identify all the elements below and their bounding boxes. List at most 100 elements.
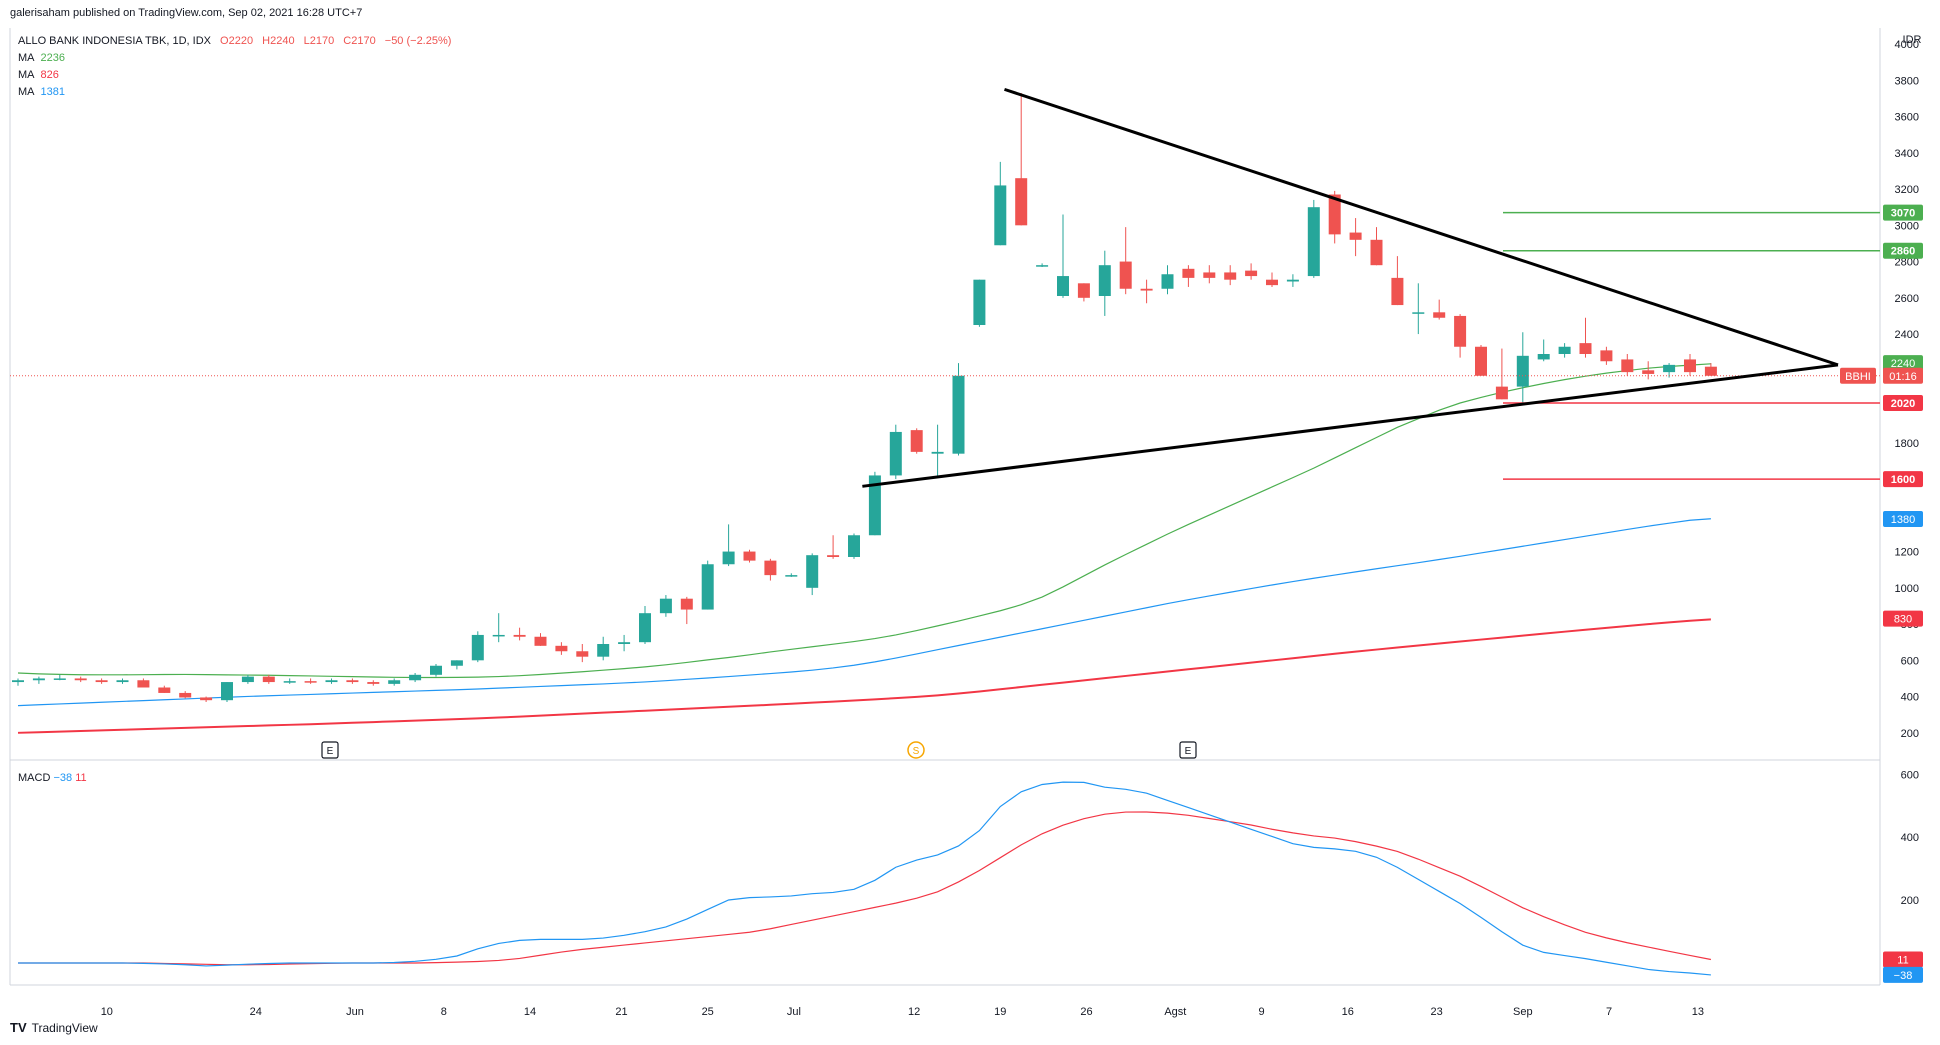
time-tick-label: 24	[250, 1006, 262, 1018]
candle-body	[1621, 359, 1634, 373]
level-badge-label: 3070	[1891, 208, 1915, 220]
candle-body	[576, 651, 589, 657]
price-tick-label: 3800	[1895, 75, 1919, 87]
tradingview-footer[interactable]: TV TradingView	[10, 1020, 98, 1035]
countdown-label: 01:16	[1889, 371, 1917, 383]
macd-tick-label: 600	[1901, 769, 1919, 781]
split-event-icon	[907, 741, 925, 759]
candle-body	[952, 375, 965, 454]
time-tick-label: 8	[441, 1006, 447, 1018]
candle-body	[388, 680, 401, 684]
candle-body	[848, 535, 860, 557]
price-tick-label: 1800	[1895, 438, 1919, 450]
candle-body	[409, 674, 422, 681]
candle-body	[262, 676, 275, 683]
time-tick-label: 13	[1692, 1006, 1704, 1018]
level-badge-label: 2860	[1891, 246, 1915, 258]
candle-body	[1391, 277, 1404, 306]
time-tick-label: 10	[101, 1006, 113, 1018]
ohlc-open: O2220	[220, 35, 254, 47]
chart-legend: ALLO BANK INDONESIA TBK, 1D, IDX O2220 H…	[18, 33, 457, 101]
time-tick-label: 25	[702, 1006, 714, 1018]
ma-row-2: MA 826	[18, 69, 59, 81]
candle-body	[1642, 370, 1655, 374]
ohlc-change: −50 (−2.25%)	[384, 35, 452, 47]
ohlc-close: C2170	[343, 35, 376, 47]
candle-body	[659, 598, 672, 614]
macd-signal-line	[18, 811, 1712, 966]
candle-body	[179, 692, 192, 698]
candle-body	[722, 551, 735, 565]
price-tick-label: 200	[1901, 728, 1919, 740]
candle-body	[74, 678, 87, 681]
candle-body	[1600, 350, 1613, 362]
price-tick-label: 2400	[1895, 329, 1919, 341]
candle-body	[450, 660, 463, 666]
time-tick-label: 19	[994, 1006, 1006, 1018]
macd-tick-label: 400	[1901, 832, 1919, 844]
candle-body	[1286, 279, 1299, 282]
candle-body	[1349, 232, 1362, 240]
candle-body	[1412, 312, 1425, 314]
candle-body	[785, 575, 798, 577]
candle-body	[931, 451, 944, 454]
candle-body	[1015, 178, 1028, 226]
price-badge-label: BBHI	[1845, 371, 1871, 383]
price-badge-label: 1380	[1891, 514, 1915, 526]
macd-badge-label: −38	[1894, 970, 1913, 982]
candle-body	[1245, 270, 1258, 277]
lower-trendline	[862, 363, 1839, 488]
candle-body	[1203, 272, 1216, 278]
time-tick-label: 12	[908, 1006, 920, 1018]
candle-body	[1098, 265, 1111, 296]
macd-label: MACD	[18, 772, 51, 784]
ma-1381-line	[17, 518, 1711, 707]
candle-body	[597, 644, 610, 657]
candle-body	[158, 687, 171, 693]
candle-body	[994, 185, 1007, 246]
candle-body	[513, 634, 526, 637]
candle-body	[764, 560, 777, 576]
candle-body	[1140, 288, 1153, 291]
time-tick-label: Jun	[346, 1006, 364, 1018]
ma-826-line	[17, 618, 1711, 734]
candle-body	[555, 645, 568, 652]
time-tick-label: Sep	[1513, 1006, 1533, 1018]
countdown-badge	[1883, 367, 1923, 384]
candle-body	[1307, 207, 1320, 277]
price-tick-label: 1000	[1895, 583, 1919, 595]
signal-value: 11	[75, 772, 87, 784]
candle-body	[200, 697, 213, 701]
ma-row-1: MA 2236	[18, 52, 65, 64]
price-badge	[1883, 510, 1923, 527]
candle-body	[1579, 343, 1592, 354]
time-tick-label: 16	[1342, 1006, 1354, 1018]
price-tick-label: 400	[1901, 692, 1919, 704]
candle-body	[1475, 346, 1487, 376]
candle-body	[1433, 312, 1446, 318]
ohlc-low: L2170	[303, 35, 335, 47]
macd-badge-label: 11	[1897, 955, 1908, 967]
event-marker-label: E	[1185, 746, 1192, 757]
price-badge	[1840, 367, 1876, 384]
publisher-line: galerisaham published on TradingView.com…	[10, 7, 363, 19]
macd-badge	[1883, 951, 1923, 968]
macd-value: −38	[53, 772, 73, 784]
candle-body	[1057, 276, 1069, 296]
level-badge	[1883, 242, 1923, 259]
symbol-row: ALLO BANK INDONESIA TBK, 1D, IDX O2220 H…	[18, 33, 457, 50]
candle-body	[889, 431, 902, 476]
time-tick-label: Agst	[1164, 1006, 1186, 1018]
candle-body	[304, 681, 317, 683]
price-badge	[1883, 355, 1923, 372]
time-tick-label: 21	[615, 1006, 627, 1018]
candle-body	[367, 682, 380, 684]
candle-body	[806, 555, 819, 588]
candle-body	[639, 613, 651, 643]
time-tick-label: 7	[1606, 1006, 1612, 1018]
candle-body	[1704, 366, 1717, 376]
candle-body	[1182, 268, 1195, 278]
macd-legend: MACD −38 11	[18, 772, 87, 784]
price-tick-label: 4000	[1895, 39, 1919, 51]
